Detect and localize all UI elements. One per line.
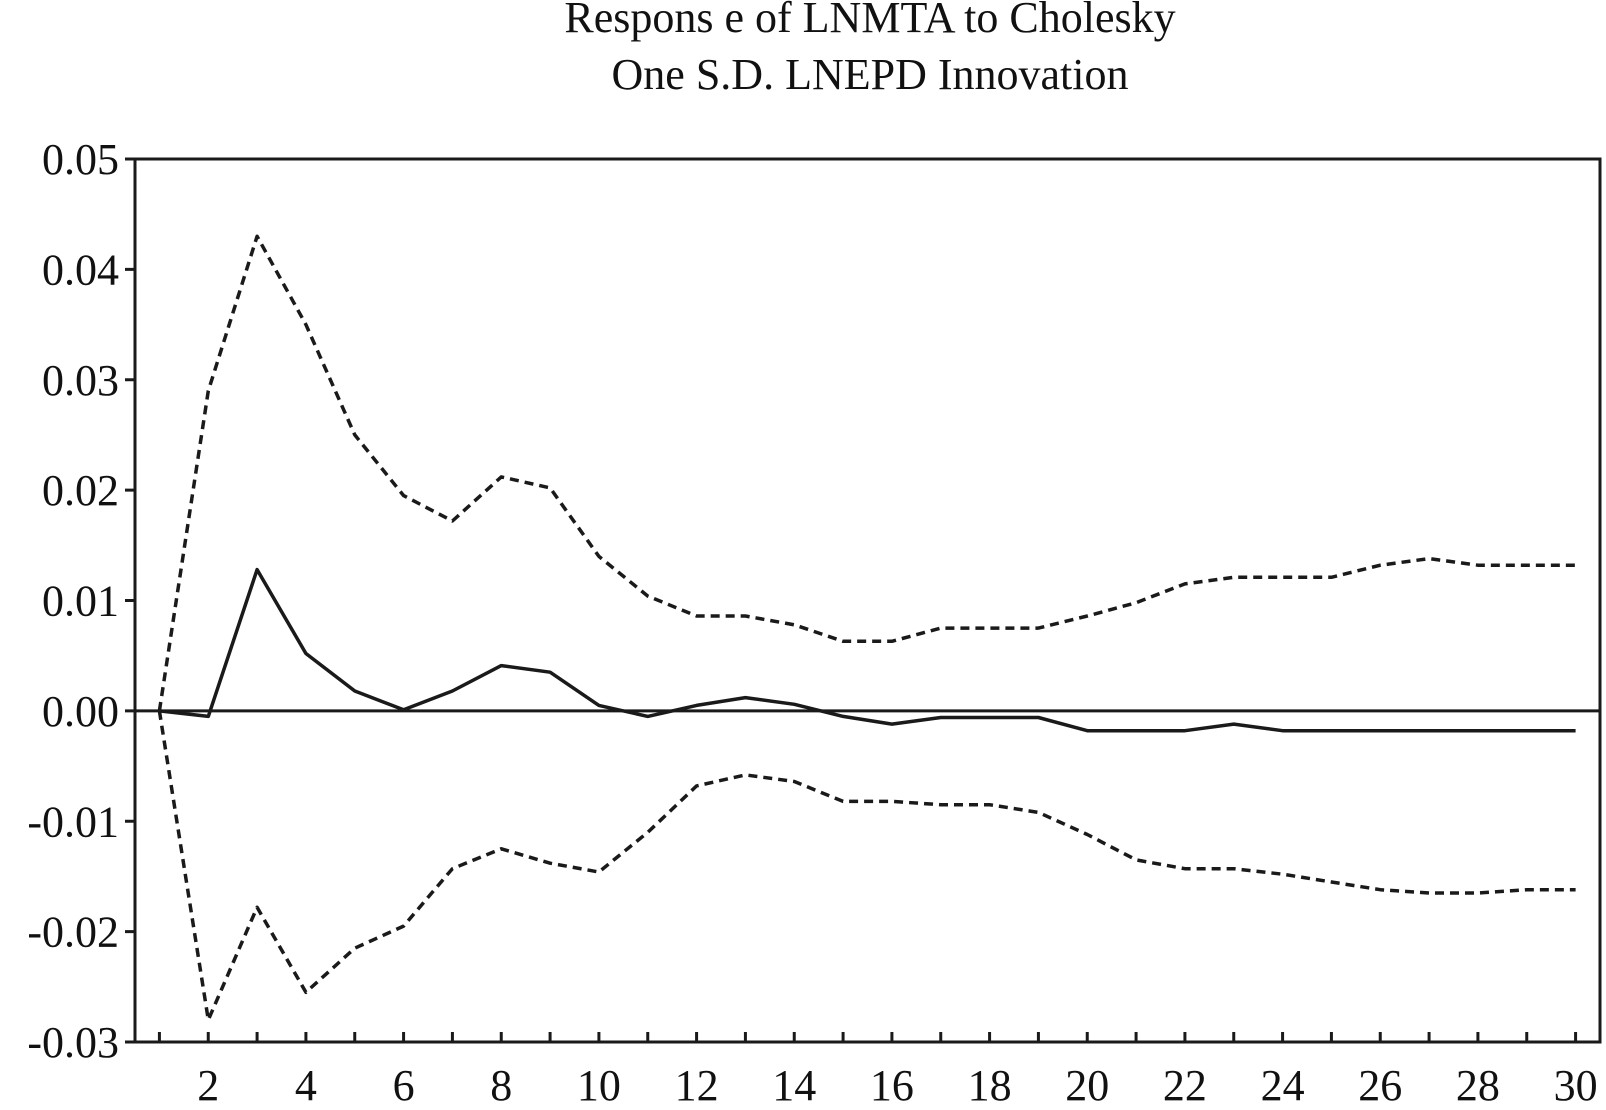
x-tick-label: 6 <box>393 1061 415 1105</box>
x-tick-label: 22 <box>1163 1061 1207 1105</box>
x-tick-label: 18 <box>968 1061 1012 1105</box>
y-tick-label: 0.00 <box>42 687 119 736</box>
x-tick-label: 20 <box>1065 1061 1109 1105</box>
y-axis: 0.05 0.04 0.03 0.02 0.01 0.00 -0.01 -0.02 -0.03 <box>27 135 135 1067</box>
lower-band-line <box>159 711 1575 1020</box>
x-tick-label: 24 <box>1261 1061 1305 1105</box>
x-tick-label: 10 <box>577 1061 621 1105</box>
y-tick-label: 0.04 <box>42 245 119 294</box>
x-tick-label: 4 <box>295 1061 317 1105</box>
x-tick-label: 8 <box>490 1061 512 1105</box>
response-line <box>159 570 1575 731</box>
x-tick-label: 2 <box>197 1061 219 1105</box>
x-tick-label: 30 <box>1554 1061 1598 1105</box>
y-tick-label: 0.03 <box>42 356 119 405</box>
plot-frame <box>135 159 1600 1042</box>
series-layer <box>159 236 1575 1020</box>
upper-band-line <box>159 236 1575 711</box>
y-tick-label: -0.03 <box>27 1018 119 1067</box>
y-tick-label: 0.05 <box>42 135 119 184</box>
y-tick-label: -0.02 <box>27 908 119 957</box>
chart-title-line-1: Respons e of LNMTA to Cholesky <box>564 0 1175 42</box>
y-tick-label: 0.02 <box>42 466 119 515</box>
x-tick-label: 14 <box>772 1061 816 1105</box>
chart-title-line-2: One S.D. LNEPD Innovation <box>612 50 1129 99</box>
y-tick-label: -0.01 <box>27 797 119 846</box>
x-tick-label: 12 <box>675 1061 719 1105</box>
x-tick-label: 16 <box>870 1061 914 1105</box>
x-tick-label: 26 <box>1358 1061 1402 1105</box>
x-tick-label: 28 <box>1456 1061 1500 1105</box>
y-tick-label: 0.01 <box>42 577 119 626</box>
